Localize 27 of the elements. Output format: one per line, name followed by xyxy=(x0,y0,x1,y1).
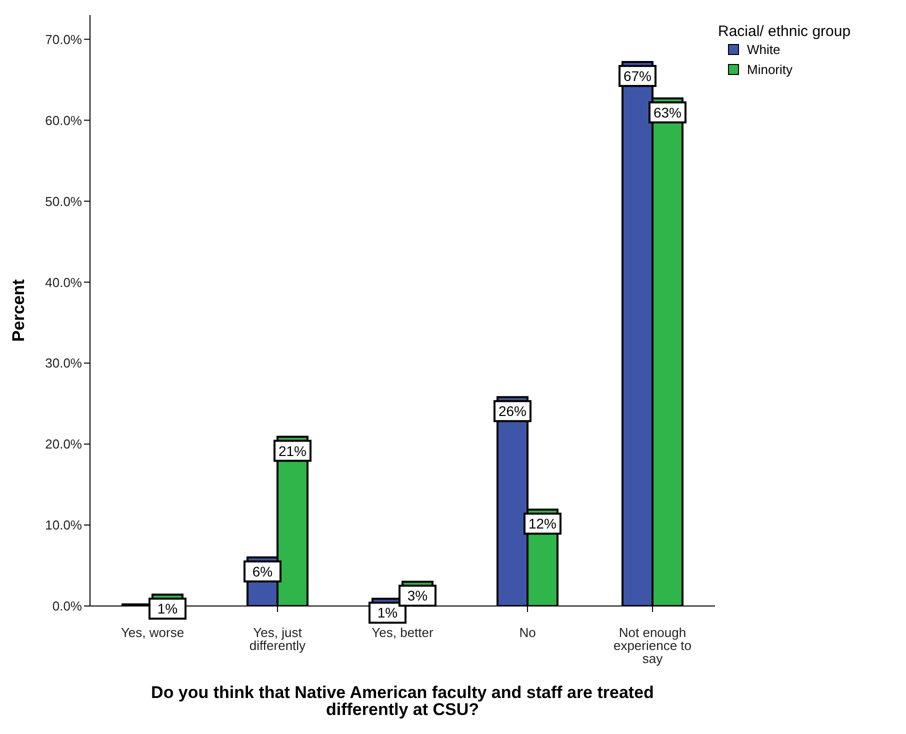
y-tick-label: 30.0% xyxy=(45,356,82,371)
data-label: 26% xyxy=(498,403,527,420)
legend-label: Minority xyxy=(747,62,793,77)
legend-label: White xyxy=(747,42,780,57)
data-label: 6% xyxy=(252,563,273,580)
y-tick-label: 0.0% xyxy=(52,598,82,614)
y-axis-title: Percent xyxy=(9,278,28,342)
data-label: 67% xyxy=(623,68,652,84)
data-label: 12% xyxy=(528,516,557,532)
data-label: 3% xyxy=(407,588,428,604)
y-tick-label: 70.0% xyxy=(45,32,82,47)
y-tick-label: 60.0% xyxy=(45,112,82,128)
data-label: 1% xyxy=(377,604,398,621)
y-tick-label: 20.0% xyxy=(45,436,82,452)
data-label: 21% xyxy=(278,442,307,459)
y-tick-label: 40.0% xyxy=(45,274,82,290)
x-tick-label: No xyxy=(519,625,536,640)
x-tick-label: Yes, better xyxy=(372,625,434,640)
x-tick-label: Yes, just differently xyxy=(249,625,306,654)
data-label: 63% xyxy=(653,104,682,120)
x-tick-label: Not enough experience to say xyxy=(613,625,692,666)
y-tick-label: 50.0% xyxy=(45,194,82,209)
data-label: 1% xyxy=(157,600,178,617)
y-tick-label: 10.0% xyxy=(45,518,82,533)
legend-title: Racial/ ethnic group xyxy=(718,23,852,40)
x-tick-label: Yes, worse xyxy=(120,625,184,640)
x-axis-title: Do you think that Native American faculty and staff are treated differently at CSU? xyxy=(151,683,654,720)
